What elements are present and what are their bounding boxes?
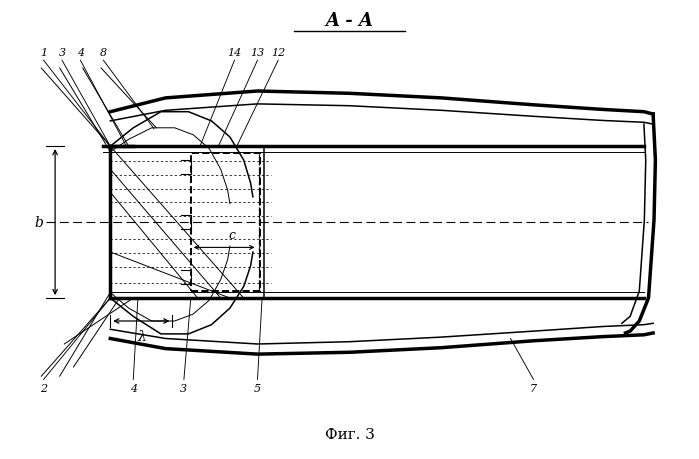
Text: 3: 3 <box>180 383 187 393</box>
Text: A - A: A - A <box>326 11 373 30</box>
Text: b: b <box>34 216 43 230</box>
Text: Фиг. 3: Фиг. 3 <box>324 427 375 441</box>
Text: c: c <box>229 229 236 241</box>
Text: 13: 13 <box>250 48 265 58</box>
Text: 4: 4 <box>130 383 137 393</box>
Text: 2: 2 <box>40 383 47 393</box>
Text: 3: 3 <box>59 48 66 58</box>
Text: 1: 1 <box>40 48 47 58</box>
Bar <box>191 154 260 291</box>
Text: 4: 4 <box>77 48 84 58</box>
Text: 12: 12 <box>271 48 285 58</box>
Text: 8: 8 <box>100 48 107 58</box>
Text: 14: 14 <box>227 48 242 58</box>
Text: λ: λ <box>137 329 145 343</box>
Text: 5: 5 <box>254 383 261 393</box>
Text: 7: 7 <box>530 383 537 393</box>
